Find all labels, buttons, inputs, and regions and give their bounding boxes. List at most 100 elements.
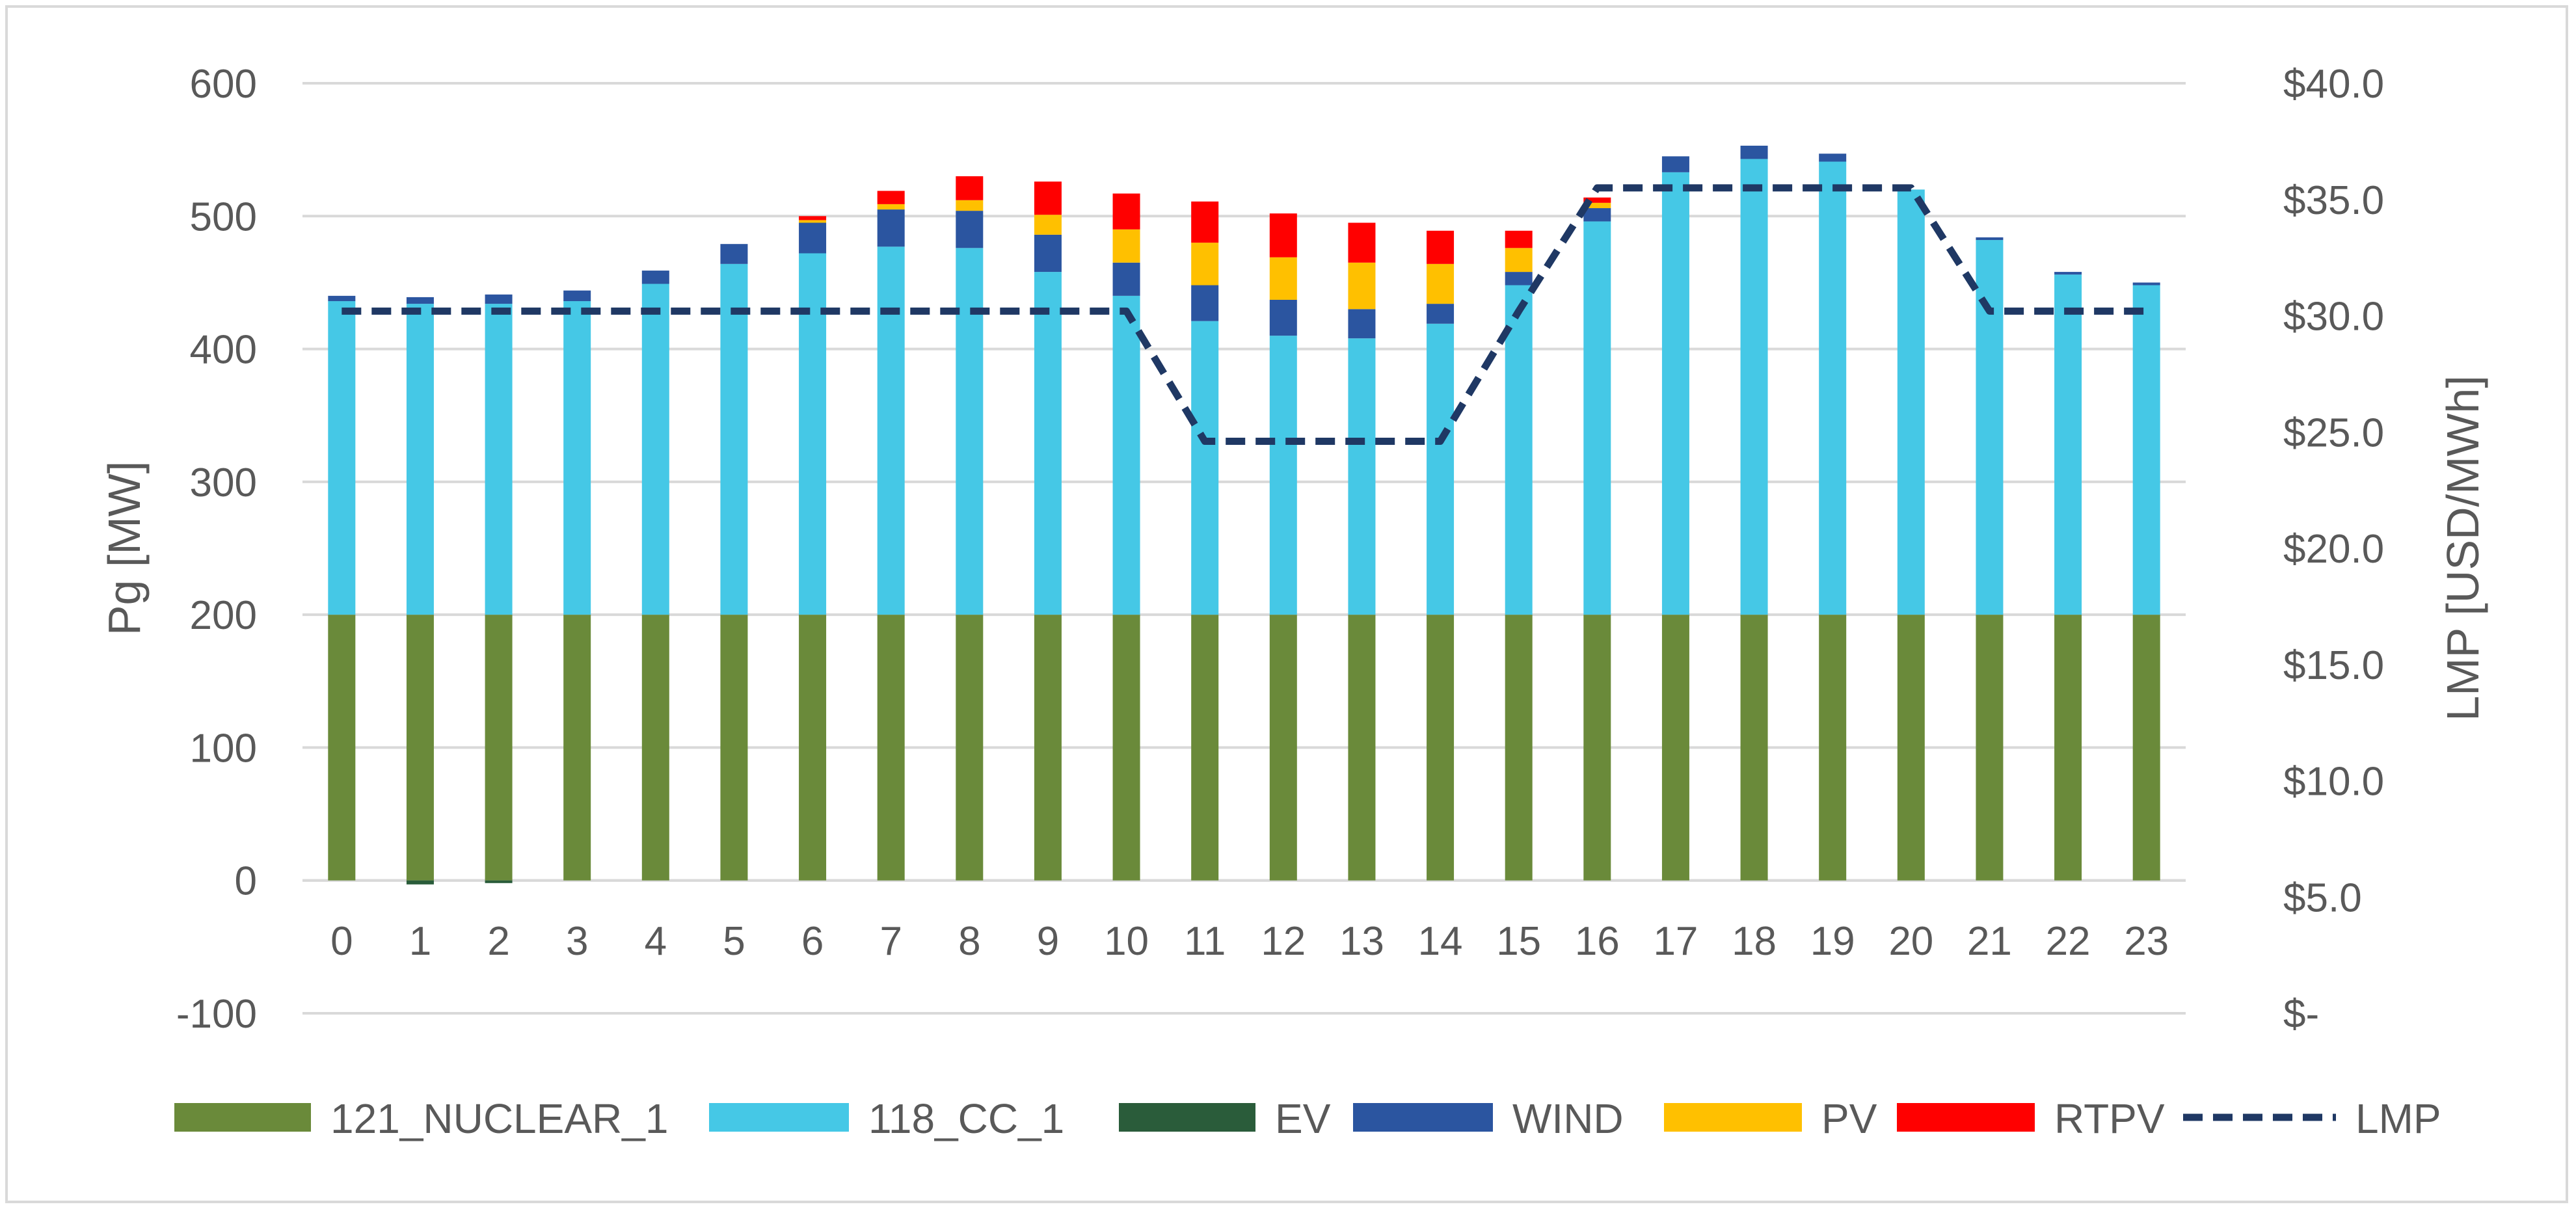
bar-segment: [641, 615, 669, 881]
bar-segment: [799, 220, 827, 223]
bar-segment: [1112, 193, 1140, 230]
y-tick-label: 600: [190, 62, 257, 107]
bar-segment: [956, 248, 984, 615]
bar-segment: [1583, 202, 1611, 209]
bar-segment: [1112, 615, 1140, 881]
bar-segment: [1661, 615, 1689, 881]
legend-label: 118_CC_1: [868, 1095, 1064, 1142]
stacked-bars: [328, 146, 2160, 885]
bar-segment: [877, 615, 905, 881]
bar-segment: [2132, 285, 2160, 615]
legend-swatch: [1664, 1103, 1802, 1132]
x-tick-label: 5: [723, 919, 745, 964]
bar-segment: [1427, 230, 1455, 264]
bar-segment: [877, 204, 905, 210]
bar-segment: [563, 290, 591, 302]
bar-segment: [485, 294, 513, 304]
bar-segment: [563, 301, 591, 615]
legend-label: WIND: [1512, 1095, 1624, 1142]
x-tick-label: 0: [330, 919, 353, 964]
bar-segment: [406, 297, 434, 304]
x-axis-ticks: 0 1 2 3 4 5 6 7 8 9 10 11 12 13 14 15 16 17 18 19 20 21 22 23: [330, 919, 2169, 964]
y2-axis-title: LMP [USD/MWh]: [2437, 375, 2488, 721]
bar-segment: [877, 209, 905, 247]
lmp-line: [342, 184, 2147, 446]
bar-segment: [956, 615, 984, 881]
bar-segment: [1034, 215, 1062, 235]
bar-segment: [406, 880, 434, 885]
bar-segment: [877, 246, 905, 615]
y2-tick-label: $10.0: [2283, 760, 2384, 805]
legend: 121_NUCLEAR_1 118_CC_1 EV WIND PV RTPV LMP: [174, 1095, 2441, 1142]
bar-segment: [406, 615, 434, 881]
legend-label: PV: [1821, 1095, 1877, 1142]
x-tick-label: 2: [487, 919, 509, 964]
bar-segment: [641, 271, 669, 284]
bar-segment: [799, 615, 827, 881]
bar-segment: [406, 304, 434, 615]
y2-tick-label: $35.0: [2283, 178, 2384, 223]
bar-segment: [1112, 295, 1140, 615]
bar-segment: [485, 304, 513, 615]
bar-segment: [2054, 272, 2082, 275]
bar-segment: [1505, 615, 1533, 881]
bar-segment: [1897, 189, 1925, 615]
legend-swatch: [1353, 1103, 1493, 1132]
bar-segment: [328, 615, 356, 881]
bar-segment: [1819, 153, 1847, 162]
bar-segment: [1976, 237, 2004, 241]
x-tick-label: 21: [1967, 919, 2012, 964]
bar-segment: [1583, 615, 1611, 881]
y-axis-ticks: 600 500 400 300 200 100 0 -100: [176, 62, 257, 1037]
legend-swatch: [174, 1103, 311, 1132]
bar-segment: [485, 880, 513, 883]
bar-segment: [956, 176, 984, 200]
bar-segment: [1191, 201, 1219, 243]
bar-segment: [1269, 213, 1297, 258]
bar-segment: [1505, 272, 1533, 286]
bar-segment: [1269, 336, 1297, 615]
y2-tick-label: $20.0: [2283, 527, 2384, 572]
bar-segment: [1034, 181, 1062, 215]
y-tick-label: 200: [190, 593, 257, 638]
bar-segment: [1348, 615, 1376, 881]
x-tick-label: 15: [1496, 919, 1541, 964]
x-tick-label: 17: [1653, 919, 1698, 964]
bar-segment: [1740, 615, 1768, 881]
bar-segment: [328, 295, 356, 302]
bar-segment: [956, 211, 984, 248]
y2-tick-label: $40.0: [2283, 62, 2384, 107]
legend-label: 121_NUCLEAR_1: [330, 1095, 668, 1142]
y-tick-label: 0: [235, 859, 257, 904]
bar-segment: [1269, 257, 1297, 300]
bar-segment: [1191, 615, 1219, 881]
bar-segment: [1348, 262, 1376, 310]
x-tick-label: 11: [1184, 919, 1226, 964]
y2-tick-label: $-: [2283, 992, 2319, 1037]
y2-tick-label: $30.0: [2283, 295, 2384, 339]
bar-segment: [1269, 615, 1297, 881]
y-tick-label: 100: [190, 726, 257, 771]
bar-segment: [1348, 309, 1376, 339]
x-tick-label: 19: [1810, 919, 1855, 964]
x-tick-label: 13: [1339, 919, 1384, 964]
bar-segment: [2132, 615, 2160, 881]
bar-segment: [1034, 272, 1062, 615]
bar-segment: [641, 284, 669, 615]
legend-label: RTPV: [2054, 1095, 2165, 1142]
bar-segment: [2054, 274, 2082, 615]
bar-segment: [1427, 263, 1455, 304]
bar-segment: [1505, 230, 1533, 248]
bar-segment: [799, 253, 827, 615]
bar-segment: [1819, 161, 1847, 615]
y-tick-label: -100: [176, 992, 257, 1037]
bar-segment: [1740, 146, 1768, 159]
bar-segment: [1819, 615, 1847, 881]
bar-segment: [2132, 282, 2160, 286]
y2-tick-label: $5.0: [2283, 875, 2362, 920]
x-tick-label: 16: [1575, 919, 1620, 964]
bar-segment: [1583, 208, 1611, 222]
bar-segment: [1269, 299, 1297, 336]
bar-segment: [1191, 243, 1219, 286]
